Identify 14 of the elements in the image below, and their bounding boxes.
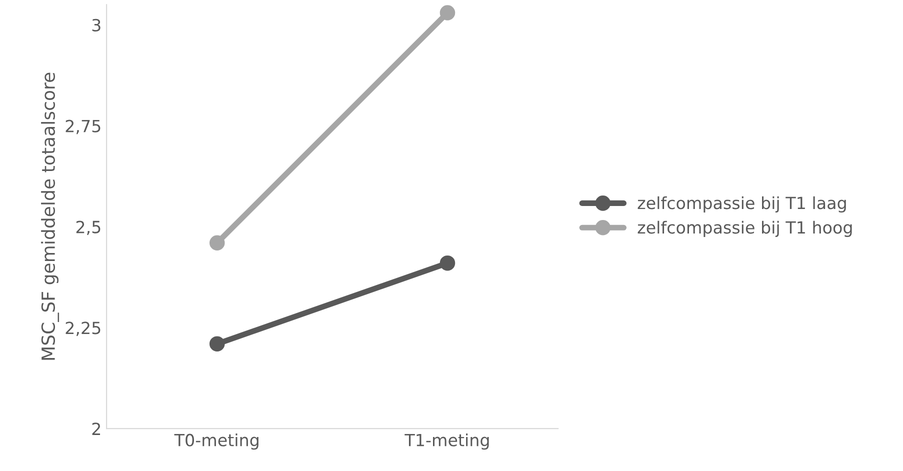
x-tick-label: T1-meting [404, 433, 489, 450]
point [440, 5, 456, 20]
y-tick-label: 2 [92, 422, 100, 435]
legend-label: zelfcompassie bij T1 hoog [638, 220, 852, 237]
y-tick-label: 3 [92, 18, 100, 32]
y-tick-label: 2,5 [76, 220, 100, 236]
point [440, 255, 456, 271]
legend-label: zelfcompassie bij T1 laag [638, 196, 846, 212]
point [209, 336, 225, 352]
point [209, 235, 225, 251]
y-tick-label: 2,25 [66, 322, 100, 336]
y-tick-label: 2,75 [66, 120, 100, 134]
y-axis-title: MSC_SF gemiddelde totaalscore [41, 72, 60, 360]
x-tick-label: T0-meting [174, 433, 258, 450]
